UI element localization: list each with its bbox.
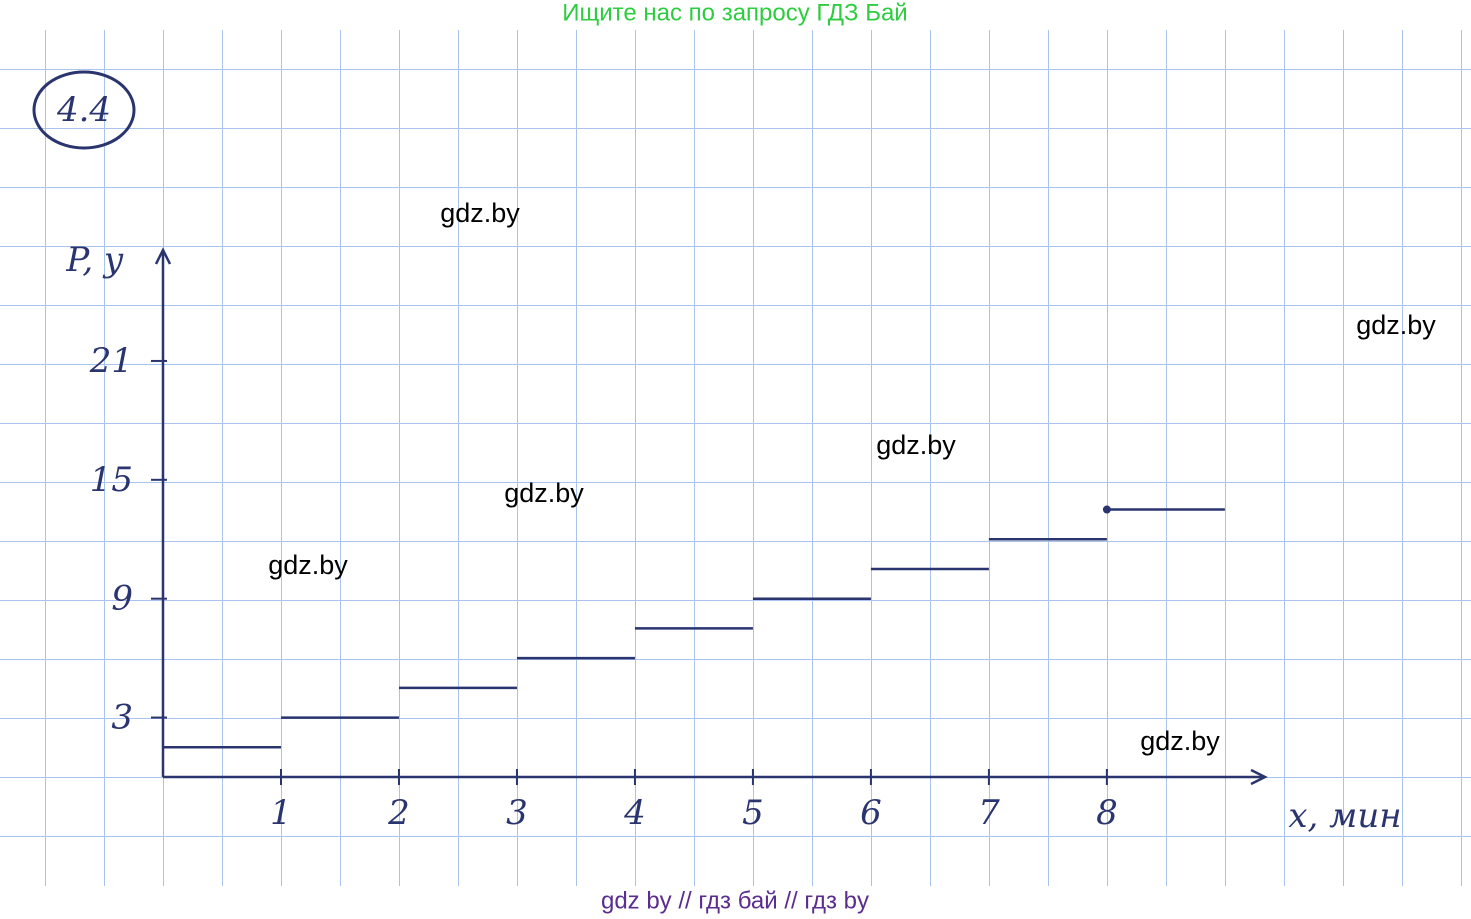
y-arrow [154, 247, 172, 265]
x-tick-label: 5 [742, 793, 764, 833]
watermark: gdz.by [440, 198, 520, 228]
banner: Ищите нас по запросу ГДЗ Бай [562, 0, 907, 26]
x-tick-label: 7 [978, 793, 1000, 833]
x-tick-label: 3 [506, 793, 528, 833]
x-tick-label: 1 [270, 793, 292, 833]
y-tick-label: 21 [89, 341, 133, 381]
step-point [1102, 505, 1111, 514]
y-tick-label: 9 [111, 579, 133, 619]
x-tick-label: 2 [387, 793, 410, 833]
x-axis-label: x, мин [1288, 796, 1401, 836]
watermark: gdz.by [1140, 726, 1220, 756]
footer: gdz by // гдз бай // гдз by [601, 887, 869, 914]
x-tick-label: 6 [860, 793, 882, 833]
x-arrow [1250, 768, 1268, 786]
y-tick-label: 3 [111, 698, 133, 738]
y-axis-label: P, у [65, 240, 124, 280]
x-tick-label: 8 [1096, 793, 1118, 833]
watermark: gdz.by [504, 478, 584, 508]
watermark: gdz.by [1356, 310, 1436, 340]
watermark: gdz.by [268, 550, 348, 580]
problem-circle [32, 70, 136, 150]
problem-number: 4.4 [56, 90, 111, 130]
y-tick-label: 15 [90, 460, 133, 500]
x-tick-label: 4 [623, 793, 646, 833]
grid-paper [0, 30, 1471, 886]
watermark: gdz.by [876, 430, 956, 460]
